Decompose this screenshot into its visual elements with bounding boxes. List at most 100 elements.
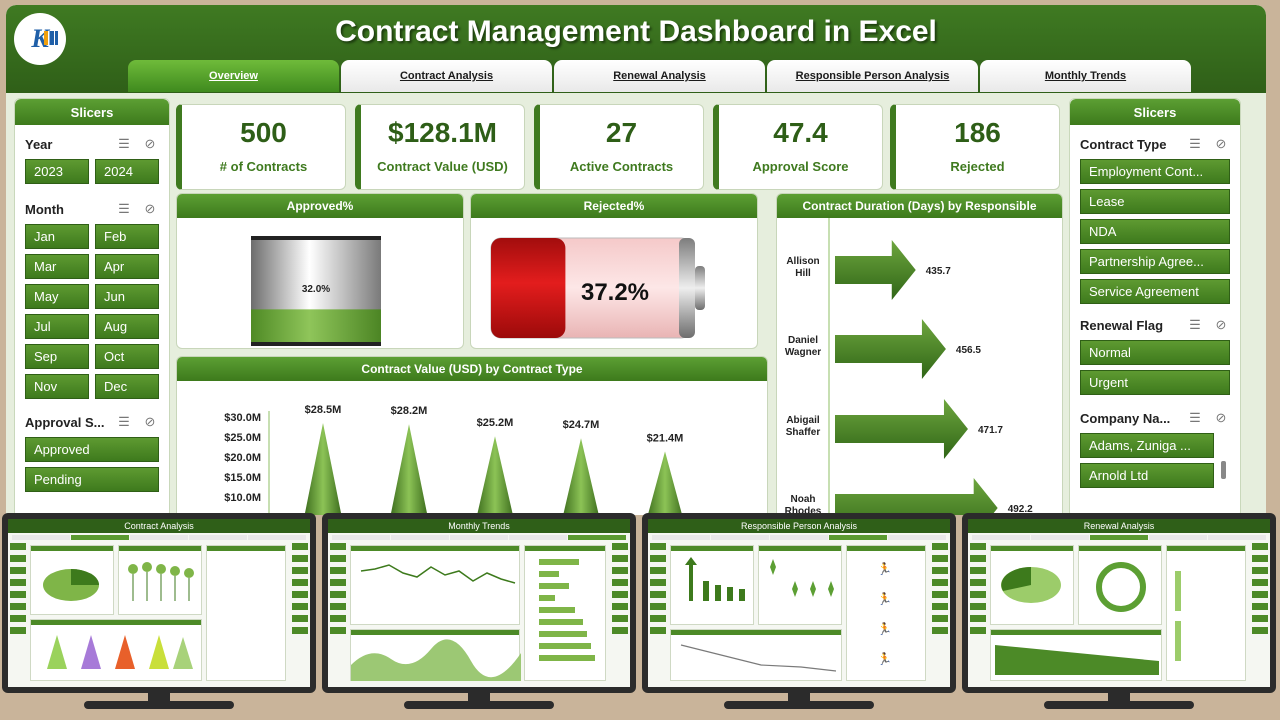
cone-bar <box>477 436 513 515</box>
tab-contract-analysis[interactable]: Contract Analysis <box>341 60 552 92</box>
contract-type-button[interactable]: Employment Cont... <box>1080 159 1230 184</box>
battery-fill <box>491 238 566 338</box>
tab-monthly-trends[interactable]: Monthly Trends <box>980 60 1191 92</box>
tab-overview[interactable]: Overview <box>128 60 339 92</box>
data-label: 456.5 <box>956 345 981 356</box>
mini-chart <box>350 545 520 625</box>
contract-type-button[interactable]: NDA <box>1080 219 1230 244</box>
month-slicer: Jan Feb Mar Apr May Jun Jul Aug Sep Oct … <box>15 220 169 403</box>
clear-filter-icon[interactable]: ⊘ <box>1215 410 1227 425</box>
month-button[interactable]: Oct <box>95 344 159 369</box>
mini-slicers <box>970 543 986 683</box>
kpi-rejected: 186 Rejected <box>890 104 1060 190</box>
kpi-label: # of Contracts <box>219 159 308 174</box>
multi-select-icon[interactable]: ☰ <box>118 201 130 216</box>
data-label: $21.4M <box>647 432 684 444</box>
company-button[interactable]: Adams, Zuniga ... <box>1080 433 1214 458</box>
clear-filter-icon[interactable]: ⊘ <box>144 414 156 429</box>
month-button[interactable]: Jan <box>25 224 89 249</box>
approved-button[interactable]: Approved <box>25 437 159 462</box>
mini-pie-chart <box>1001 567 1061 603</box>
monitor-screen: Contract Analysis <box>8 519 310 687</box>
mini-bar-chart <box>1175 571 1181 661</box>
contract-type-button[interactable]: Service Agreement <box>1080 279 1230 304</box>
year-slicer-title: Year ☰ ⊘ <box>15 133 169 155</box>
data-label: $28.2M <box>391 405 428 417</box>
contract-type-button[interactable]: Partnership Agree... <box>1080 249 1230 274</box>
slicer-scrollbar[interactable] <box>1221 461 1226 479</box>
pending-button[interactable]: Pending <box>25 467 159 492</box>
renewal-flag-slicer-title: Renewal Flag ☰ ⊘ <box>1070 314 1240 336</box>
multi-select-icon[interactable]: ☰ <box>118 136 130 151</box>
category-label: Daniel <box>788 335 818 346</box>
multi-select-icon[interactable]: ☰ <box>118 414 130 429</box>
arrow-bar <box>835 399 968 459</box>
month-button[interactable]: Aug <box>95 314 159 339</box>
title-bar: K Contract Management Dashboard in Excel… <box>6 5 1266 93</box>
month-button[interactable]: May <box>25 284 89 309</box>
cylinder-bottom <box>251 342 381 346</box>
approved-percent-label: 32.0% <box>302 284 330 295</box>
clear-filter-icon[interactable]: ⊘ <box>1215 317 1227 332</box>
multi-select-icon[interactable]: ☰ <box>1189 410 1201 425</box>
mini-pie-chart <box>43 569 99 601</box>
month-button[interactable]: Dec <box>95 374 159 399</box>
month-button[interactable]: Jul <box>25 314 89 339</box>
monitor-stand <box>1044 693 1194 713</box>
kpi-label: Contract Value (USD) <box>377 159 508 174</box>
month-button[interactable]: Nov <box>25 374 89 399</box>
cone-bar <box>390 424 428 515</box>
page-title: Contract Management Dashboard in Excel <box>335 15 937 48</box>
category-label: Allison <box>786 256 819 267</box>
arrow-bar <box>835 240 916 300</box>
slicer-panel-header: Slicers <box>1070 99 1240 125</box>
clear-filter-icon[interactable]: ⊘ <box>144 136 156 151</box>
mini-chart <box>758 545 842 625</box>
month-button[interactable]: Mar <box>25 254 89 279</box>
clear-filter-icon[interactable]: ⊘ <box>1215 136 1227 151</box>
monitor-responsible-person-analysis: Responsible Person Analysis 🏃 🏃 🏃 🏃 <box>642 513 956 693</box>
mini-chart <box>670 545 754 625</box>
mini-lollipop-chart <box>128 562 194 601</box>
y-tick-label: $25.0M <box>224 432 261 444</box>
month-button[interactable]: Sep <box>25 344 89 369</box>
year-2023-button[interactable]: 2023 <box>25 159 89 184</box>
year-slicer: 2023 2024 <box>15 155 169 188</box>
cone-bar <box>647 451 683 515</box>
data-label: 492.2 <box>1008 504 1033 515</box>
y-tick-label: $15.0M <box>224 472 261 484</box>
month-button[interactable]: Feb <box>95 224 159 249</box>
contract-type-button[interactable]: Lease <box>1080 189 1230 214</box>
company-button[interactable]: Arnold Ltd <box>1080 463 1214 488</box>
normal-button[interactable]: Normal <box>1080 340 1230 365</box>
contract-value-chart: $30.0M$25.0M$20.0M$15.0M$10.0M$5.0M $28.… <box>224 404 684 515</box>
tab-renewal-analysis[interactable]: Renewal Analysis <box>554 60 765 92</box>
mini-slicers <box>292 543 308 683</box>
card-title: Approved% <box>177 194 463 218</box>
kpi-value: $128.1M <box>388 117 497 148</box>
month-button[interactable]: Jun <box>95 284 159 309</box>
tab-responsible-person-analysis[interactable]: Responsible Person Analysis <box>767 60 978 92</box>
multi-select-icon[interactable]: ☰ <box>1189 317 1201 332</box>
kpi-contracts: 500 # of Contracts <box>176 104 346 190</box>
slicer-panel-header: Slicers <box>15 99 169 125</box>
data-label: $24.7M <box>563 419 600 431</box>
mini-chart <box>990 629 1162 681</box>
contract-type-slicer-label: Contract Type <box>1080 136 1167 152</box>
kpi-label: Approval Score <box>752 159 849 174</box>
month-button[interactable]: Apr <box>95 254 159 279</box>
multi-select-icon[interactable]: ☰ <box>1189 136 1201 151</box>
urgent-button[interactable]: Urgent <box>1080 370 1230 395</box>
clear-filter-icon[interactable]: ⊘ <box>144 201 156 216</box>
y-tick-label: $30.0M <box>224 412 261 424</box>
svg-text:🏃: 🏃 <box>877 622 892 636</box>
year-2024-button[interactable]: 2024 <box>95 159 159 184</box>
company-slicer-title: Company Na... ☰ ⊘ <box>1070 407 1240 429</box>
cone-bar <box>563 438 599 515</box>
monitor-title: Contract Analysis <box>8 519 310 533</box>
card-title: Rejected% <box>471 194 757 218</box>
mini-slicers <box>1252 543 1268 683</box>
renewal-flag-slicer: Normal Urgent <box>1070 336 1240 399</box>
monitor-renewal-analysis: Renewal Analysis <box>962 513 1276 693</box>
